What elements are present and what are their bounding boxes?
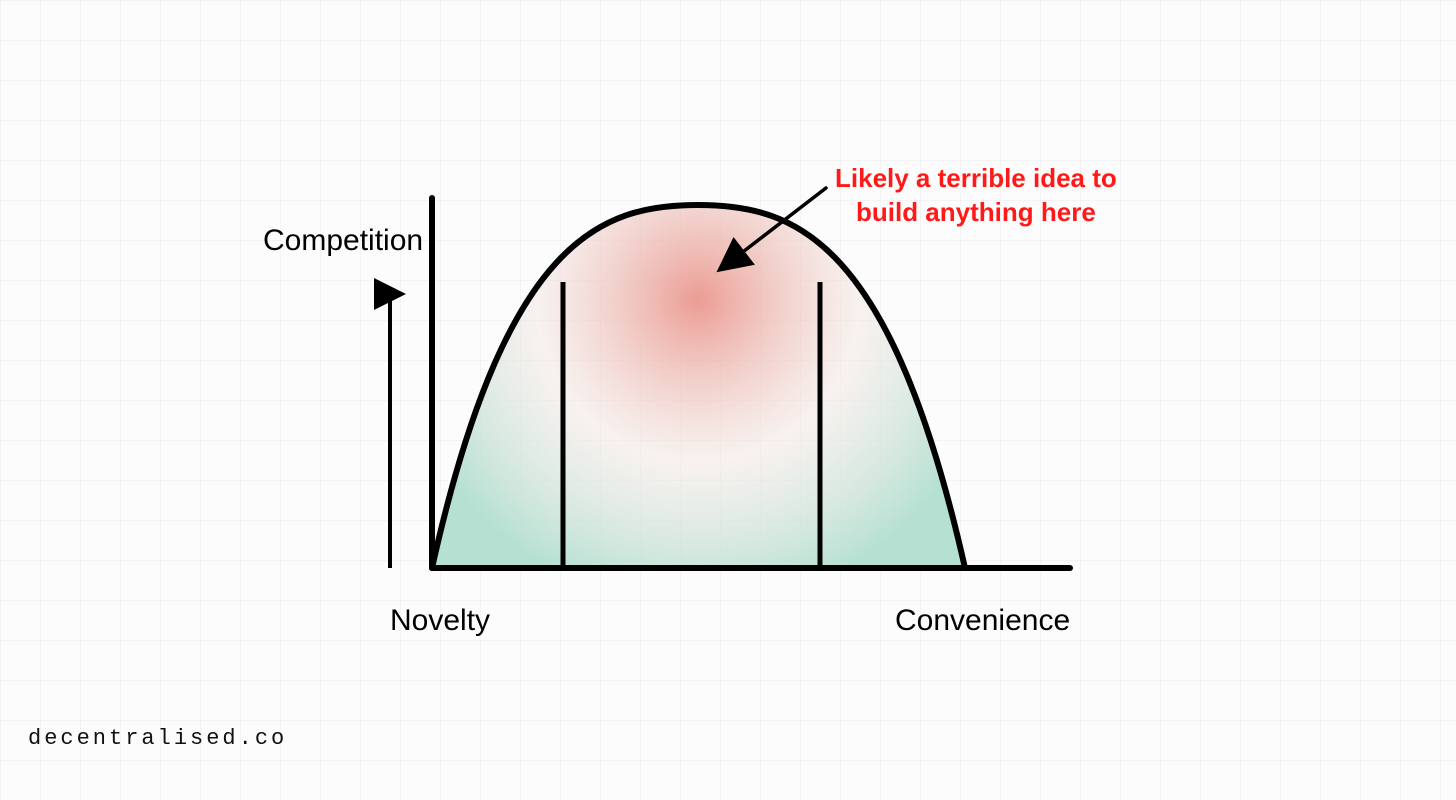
diagram-svg — [0, 0, 1456, 800]
y-axis-label: Competition — [263, 224, 423, 258]
x-axis-label-left: Novelty — [390, 604, 490, 638]
watermark: decentralised.co — [28, 726, 287, 751]
bell-curve-fill — [432, 205, 965, 568]
annotation-text: Likely a terrible idea to build anything… — [835, 162, 1117, 230]
x-axis-label-right: Convenience — [895, 604, 1070, 638]
